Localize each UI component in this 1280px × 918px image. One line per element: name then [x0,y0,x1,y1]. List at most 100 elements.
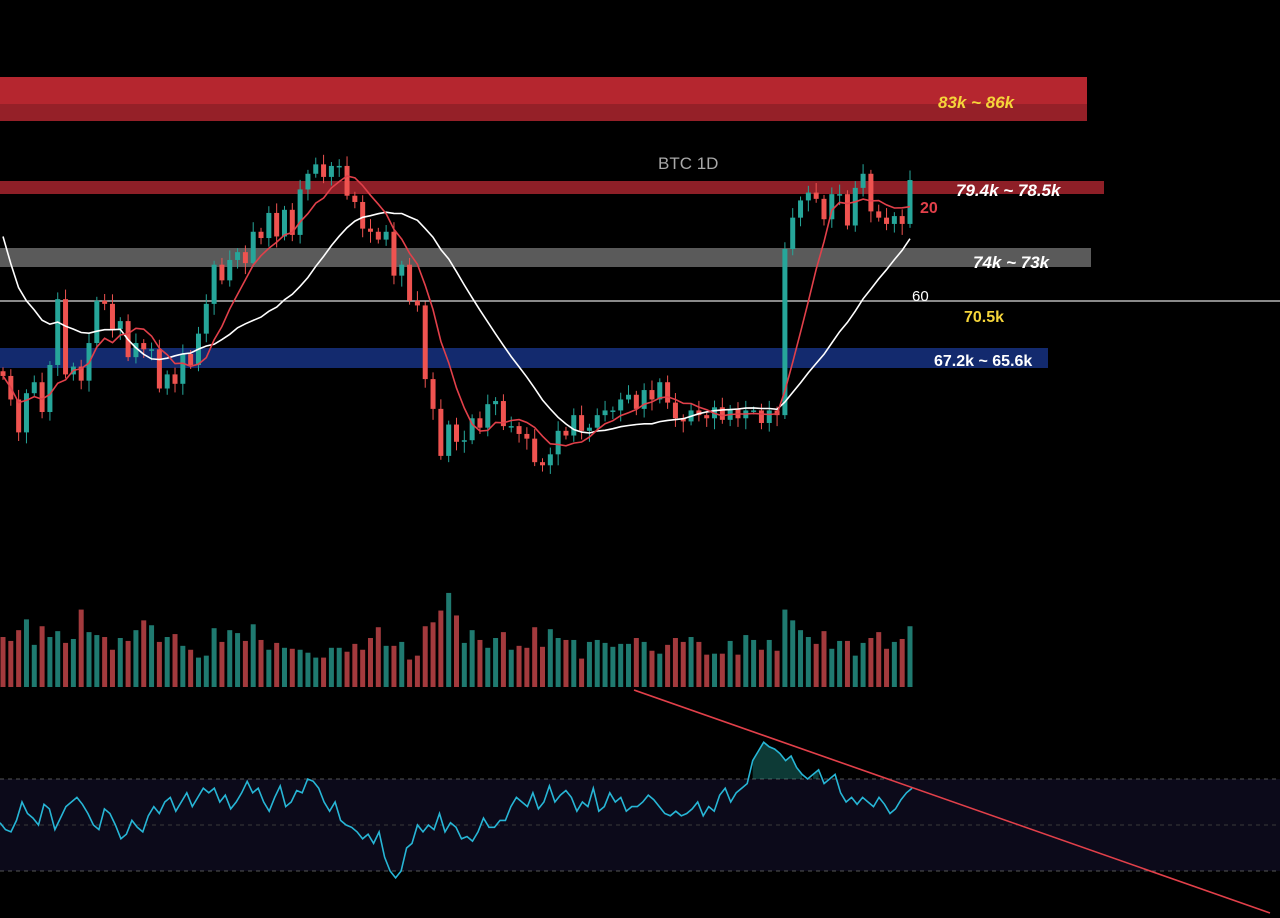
volume-bar [532,627,538,687]
candle-body [876,211,882,218]
volume-bar [758,649,764,687]
candle-body [133,343,139,358]
candle-body [860,173,866,188]
candle-body [516,426,522,434]
candle-body [852,187,858,226]
rsi-line [0,740,913,880]
volume-bar [798,630,804,687]
zone-label-83k-86k: 83k ~ 86k [938,93,1016,112]
volume-bar [367,638,373,687]
volume-bar [266,649,272,687]
volume-bar [876,632,882,687]
volume-bar [852,655,858,687]
volume-bar [328,647,334,687]
volume-bar [665,644,671,687]
rsi-extreme-fill [752,742,819,779]
candle-body [266,212,272,239]
volume-bar [94,635,100,687]
candle-body [430,379,436,409]
candle-body [281,209,287,237]
candle-body [547,454,553,466]
candle-body [641,390,647,409]
volume-bar [672,638,678,687]
candle-body [821,198,827,220]
volume-bar [782,609,788,687]
volume-bar [516,645,522,687]
candle-body [657,382,663,400]
volume-bar [383,645,389,687]
volume-bar [242,640,248,687]
candle-body [360,201,366,229]
volume-bar [203,655,209,687]
volume-bar [125,640,131,687]
volume-bar [829,648,835,687]
candle-body [610,410,616,412]
volume-bar [719,653,725,687]
volume-bar [594,639,600,687]
candle-body [766,410,772,423]
volume-bar [712,653,718,687]
volume-bar [156,641,162,687]
rsi-trendline [633,689,1271,914]
candle-body [242,252,248,264]
zone-79-4k-78-5k [0,181,1104,194]
volume-bar [633,638,639,687]
volume-bar [0,637,6,687]
candle-body [438,408,444,456]
candle-body [540,462,546,466]
candle-body [258,231,264,239]
volume-bar [399,641,405,687]
volume-bar [688,637,694,687]
volume-bar [579,658,585,687]
candle-body [782,249,788,416]
volume-bar [430,622,436,687]
volume-bar [250,624,256,687]
volume-bar [641,641,647,687]
chart-title: BTC 1D [658,154,718,173]
volume-bar [414,655,420,687]
candle-body [665,382,671,403]
candle-body [602,410,608,416]
rsi-extreme-area [752,742,803,779]
candle-body [156,349,162,389]
candle-body [469,418,475,441]
candle-body [180,354,186,384]
candle-body [477,418,483,428]
candle-body [837,194,843,196]
volume-bar [571,639,577,687]
volume-bar [477,639,483,687]
volume-bar [336,647,342,687]
volume-bar [133,630,139,687]
candle-body [446,424,452,456]
candle-body [422,305,428,380]
candle-body [149,349,155,351]
candle-body [571,415,577,436]
candle-body [907,180,913,224]
volume-bar [500,632,506,687]
volume-bar [805,637,811,687]
volume-bar [63,642,69,687]
volume-bar [891,641,897,687]
candle-body [672,402,678,419]
volume-bar [618,643,624,687]
volume-bar [602,642,608,687]
volume-bar [727,640,733,687]
volume-bar [375,627,381,687]
candle-body [500,401,506,427]
candle-body [172,374,178,384]
candle-body [758,410,764,423]
volume-bar [907,626,913,687]
candle-body [680,418,686,422]
candle-body [289,209,295,235]
candle-body [618,399,624,411]
ma-60-label: 60 [912,288,929,305]
ma-60-line [2,211,911,434]
volume-bar [297,649,303,687]
candle-body [798,200,804,218]
volume-bar [274,642,280,687]
zone-74k-73k [0,248,1091,267]
candle-body [383,231,389,240]
candle-body [0,371,6,376]
volume-bar [860,642,866,687]
